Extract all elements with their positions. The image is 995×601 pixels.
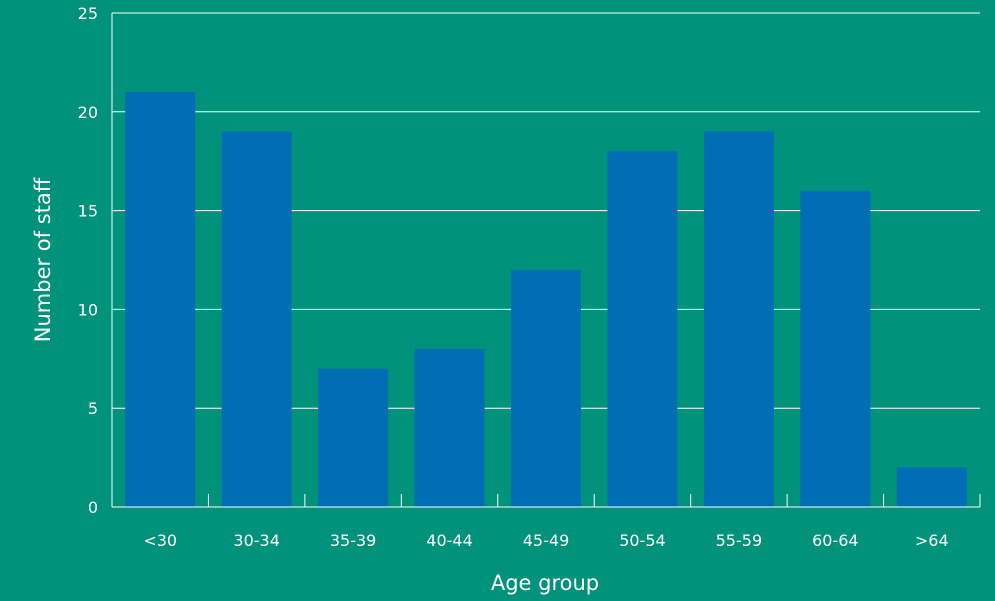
bar-2 <box>318 368 389 507</box>
bar-3 <box>414 348 485 507</box>
x-tick-label: 35-39 <box>330 531 377 550</box>
y-tick-label: 15 <box>78 202 98 221</box>
bar-6 <box>703 131 774 507</box>
x-tick-label: <30 <box>143 531 177 550</box>
bar-1 <box>221 131 292 507</box>
y-tick-label: 5 <box>88 399 98 418</box>
bar-8 <box>896 467 967 507</box>
bar-4 <box>511 269 581 507</box>
x-tick-label: 55-59 <box>716 531 763 550</box>
axes <box>111 13 981 508</box>
y-tick-label: 25 <box>78 4 98 23</box>
x-tick-label: 60-64 <box>812 531 859 550</box>
x-tick-label: 30-34 <box>233 531 280 550</box>
x-tick-label: 45-49 <box>523 531 570 550</box>
bar-5 <box>607 151 678 507</box>
y-tick-label: 20 <box>78 103 98 122</box>
tick-labels: 0 5 10 15 20 25 <30 30-34 35-39 40-44 45-49 50-54 55… <box>78 4 949 550</box>
x-tick-label: 40-44 <box>426 531 473 550</box>
y-tick-label: 0 <box>88 498 98 517</box>
bars <box>125 92 967 507</box>
y-tick-label: 10 <box>78 300 98 319</box>
bar-7 <box>800 190 871 507</box>
x-tick-label: >64 <box>915 531 949 550</box>
bar-0 <box>125 92 196 507</box>
y-axis-title: Number of staff <box>31 177 55 342</box>
x-tick-label: 50-54 <box>619 531 666 550</box>
x-axis-title: Age group <box>491 571 599 595</box>
